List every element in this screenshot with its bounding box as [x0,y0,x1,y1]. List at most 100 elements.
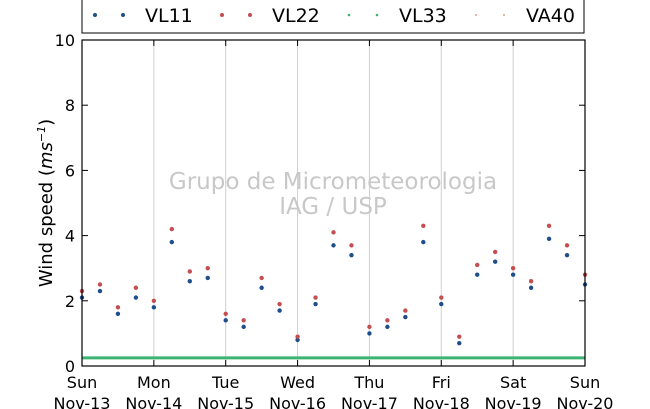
y-tick-label: 0 [65,357,75,376]
legend-marker [121,13,125,17]
data-point [421,239,426,245]
legend-marker [347,13,351,17]
x-tick-label-day: Sat [500,373,526,392]
y-tick-label: 8 [65,96,75,115]
data-point [205,275,210,281]
data-point [564,252,570,258]
x-tick-label-day: Tue [211,373,239,392]
data-point [223,318,228,323]
y-tick-label: 10 [55,31,75,50]
data-point [439,295,444,300]
data-point [492,259,498,264]
data-point [313,301,318,307]
legend: VL11 VL22 VL33 VA40 [93,5,575,27]
data-point [475,262,480,268]
legend-box [81,0,585,34]
y-axis-label: Wind speed (ms−1) [35,119,57,287]
legend-label: VL33 [399,5,447,27]
legend-marker [248,13,252,17]
x-tick-label-day: Fri [432,373,451,392]
data-point [510,266,516,271]
data-point [421,223,426,229]
x-tick-label-day: Sun [67,373,97,392]
data-point [241,324,246,330]
data-point [349,243,354,248]
data-point [546,223,552,229]
x-tick-label-date: Nov-20 [557,394,614,409]
data-point [223,311,228,317]
data-point [564,243,570,248]
data-point [241,318,246,323]
data-point [546,236,552,242]
data-point [295,337,300,343]
data-point [115,305,121,310]
data-point [133,295,139,300]
x-tick-label-date: Nov-13 [54,394,111,409]
y-axis-label-unit: ms [36,142,57,169]
data-points [79,223,588,360]
data-point [97,282,103,287]
y-axis-label-close: ) [36,119,57,126]
y-tick-label: 6 [65,161,75,180]
x-tick-label-day: Thu [353,373,384,392]
x-tick-label-date: Nov-19 [485,394,542,409]
x-tick-label-day: Sun [570,373,600,392]
x-tick-label-date: Nov-14 [125,394,182,409]
data-point [349,252,354,258]
data-point [403,314,408,320]
data-point [187,269,192,274]
data-point [115,311,121,317]
grid-lines [153,40,514,366]
legend-marker [475,14,477,16]
plot-frame [81,39,586,367]
data-point [205,266,210,271]
data-point [439,301,444,307]
data-point [169,226,175,232]
x-tick-label-day: Wed [280,373,315,392]
data-point [133,285,139,290]
data-point [385,324,390,330]
data-point [259,285,264,290]
legend-label: VL11 [145,5,193,27]
data-point [385,318,390,323]
watermark-line-1: Grupo de Micrometeorologia [169,169,497,195]
data-point [259,275,264,281]
legend-marker [220,13,224,17]
data-point [331,230,336,235]
data-point [528,279,534,284]
data-point [313,295,318,300]
data-point [295,334,300,339]
x-axis: Sun Nov-13 Mon Nov-14 Tue Nov-15 Wed Nov-16 Thu N… [54,40,614,409]
data-point [97,288,103,294]
data-point [475,272,480,277]
x-tick-label-date: Nov-18 [413,394,470,409]
data-point [169,239,175,245]
legend-marker [375,13,379,17]
x-tick-label-day: Mon [137,373,171,392]
legend-marker [503,14,505,16]
y-axis-label-main: Wind speed ( [36,169,57,287]
data-point [457,340,462,346]
legend-entry: VL11 [93,5,193,27]
x-tick-label-date: Nov-16 [269,394,326,409]
legend-marker [93,13,97,17]
data-point [403,308,408,313]
data-point [277,301,282,307]
data-point [151,298,157,303]
y-tick-label: 4 [65,227,75,246]
x-tick-label-date: Nov-17 [341,394,398,409]
data-point [457,334,462,339]
data-point [367,324,372,330]
y-axis: 0 2 4 6 8 10 [55,31,585,376]
y-tick-label: 2 [65,292,75,311]
y-axis-label-exp: −1 [35,126,48,142]
watermark-line-2: IAG / USP [279,194,387,220]
data-point [510,272,516,277]
legend-entry: VA40 [475,5,575,27]
x-tick-label-date: Nov-15 [197,394,254,409]
legend-entry: VL33 [347,5,447,27]
data-point [331,243,336,248]
data-point [528,285,534,290]
legend-label: VA40 [526,5,575,27]
